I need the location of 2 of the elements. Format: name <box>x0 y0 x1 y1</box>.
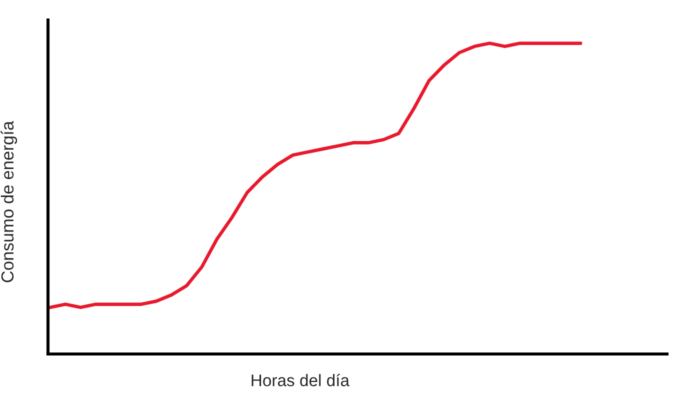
x-axis-title: Horas del día <box>252 374 350 386</box>
y-axis-title: Consumo de energía <box>0 120 18 282</box>
